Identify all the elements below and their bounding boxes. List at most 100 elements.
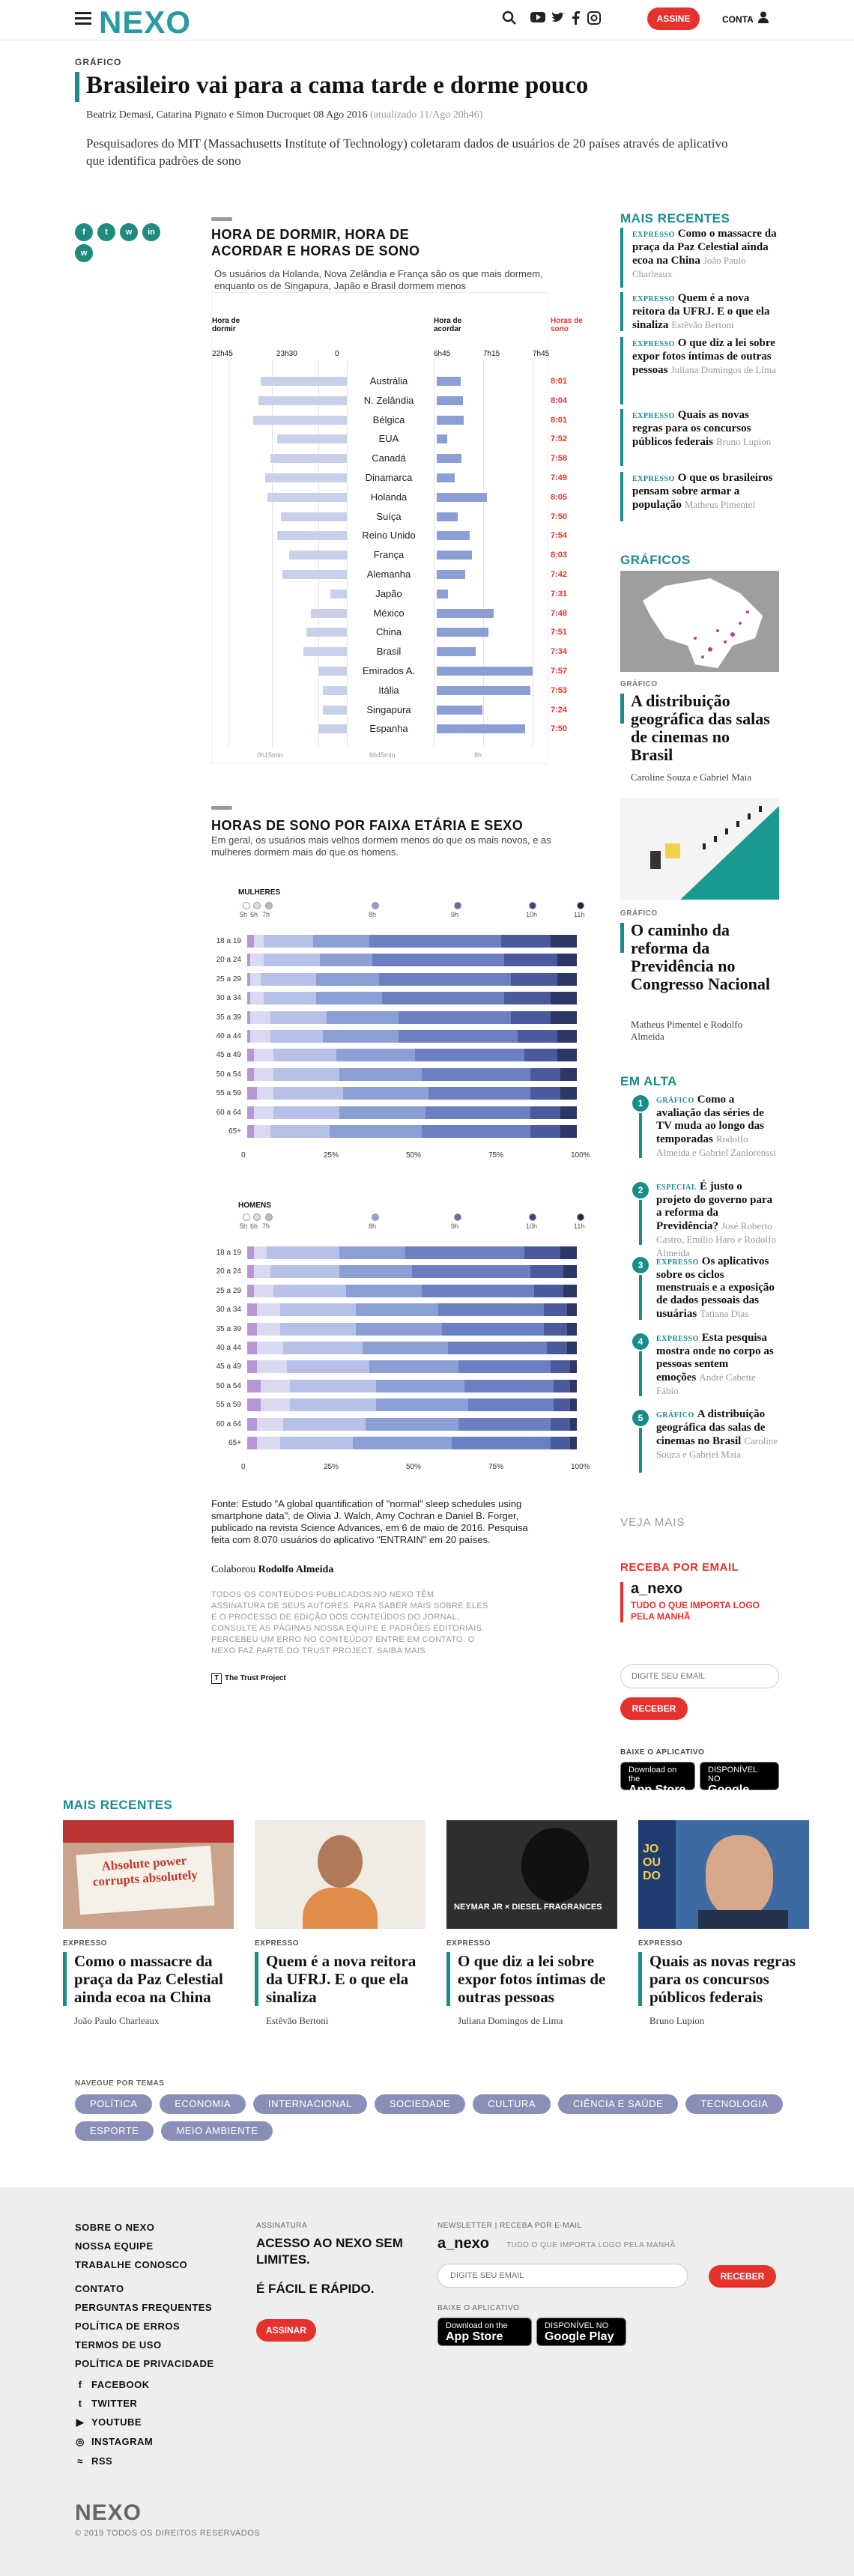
facebook-icon[interactable] bbox=[571, 11, 580, 25]
headline-accent bbox=[620, 694, 624, 724]
card-image[interactable]: NEYMAR JR × DIESEL FRAGRANCES bbox=[446, 1820, 617, 1929]
bedtime-bar bbox=[277, 434, 347, 444]
sleep-hours-label: 8:01 bbox=[551, 377, 568, 386]
app-store-button[interactable]: Download on the App Store bbox=[620, 1762, 695, 1796]
footer-link[interactable]: POLÍTICA DE PRIVACIDADE bbox=[75, 2358, 214, 2369]
stacked-bar bbox=[247, 1010, 577, 1024]
sidebar-recent-item[interactable]: EXPRESSO O que diz a lei sobre expor foto… bbox=[620, 337, 779, 404]
search-icon[interactable] bbox=[502, 10, 517, 25]
footer-link[interactable]: TERMOS DE USO bbox=[75, 2339, 162, 2351]
footer-logo[interactable]: NEXO bbox=[75, 2500, 142, 2525]
bar-segment bbox=[411, 1265, 531, 1279]
recent-card[interactable]: JO OU DO EXPRESSO Quais as novas regras pa… bbox=[638, 1820, 809, 2027]
card-image[interactable] bbox=[255, 1820, 426, 1929]
bar-segment bbox=[270, 1265, 340, 1279]
recent-card[interactable]: NEYMAR JR × DIESEL FRAGRANCES EXPRESSO O q… bbox=[446, 1820, 617, 2027]
hour-tick: 10h bbox=[526, 911, 538, 918]
topic-pill[interactable]: MEIO AMBIENTE bbox=[161, 2121, 273, 2141]
card-headline[interactable]: Quais as novas regras para os concursos … bbox=[649, 1952, 796, 2006]
recent-card[interactable]: Absolute power corrupts absolutely EXPRES… bbox=[63, 1820, 234, 2027]
sidebar-email-input[interactable] bbox=[620, 1664, 779, 1688]
footer-receive-button[interactable]: RECEBER bbox=[709, 2265, 776, 2288]
footer-social-link[interactable]: ◎ INSTAGRAM bbox=[75, 2436, 153, 2448]
site-logo[interactable]: NEXO bbox=[99, 4, 192, 40]
instagram-icon[interactable] bbox=[587, 11, 601, 25]
facebook-icon[interactable]: f bbox=[75, 223, 93, 241]
user-icon[interactable] bbox=[758, 11, 769, 23]
trending-item[interactable]: EXPRESSO Os aplicativos sobre os ciclos m… bbox=[656, 1255, 779, 1321]
recent-card[interactable]: EXPRESSO Quem é a nova reitora da UFRJ. E… bbox=[255, 1820, 426, 2027]
moon-icon bbox=[265, 902, 273, 909]
trending-item[interactable]: GRÁFICO Como a avaliação das séries de TV… bbox=[656, 1094, 779, 1160]
chart-marker bbox=[211, 217, 232, 221]
stacked-bar bbox=[247, 935, 577, 948]
topic-pill[interactable]: ECONOMIA bbox=[160, 2094, 246, 2114]
trending-item[interactable]: EXPRESSO Esta pesquisa mostra onde no cor… bbox=[656, 1332, 779, 1398]
sleep-hours-label: 7:54 bbox=[551, 531, 568, 541]
topic-pill[interactable]: ESPORTE bbox=[75, 2121, 154, 2141]
trending-item[interactable]: GRÁFICO A distribuição geográfica das sal… bbox=[656, 1408, 779, 1461]
footer-subscribe-button[interactable]: ASSINAR bbox=[256, 2319, 316, 2342]
app-store-button[interactable]: Download on the App Store bbox=[437, 2318, 532, 2346]
section-label[interactable]: GRÁFICO bbox=[75, 57, 122, 67]
footer-link[interactable]: CONTATO bbox=[75, 2283, 124, 2294]
country-label: Reino Unido bbox=[362, 530, 416, 542]
sidebar-recent-item[interactable]: EXPRESSO O que os brasileiros pensam sobr… bbox=[620, 472, 779, 521]
card-image[interactable]: JO OU DO bbox=[638, 1820, 809, 1929]
footer-link[interactable]: NOSSA EQUIPE bbox=[75, 2240, 154, 2252]
sidebar-recent-item[interactable]: EXPRESSO Quais as novas regras para os co… bbox=[620, 409, 779, 466]
card-headline[interactable]: Quem é a nova reitora da UFRJ. E o que e… bbox=[266, 1952, 417, 2006]
footer-social-link[interactable]: ▶ YOUTUBE bbox=[75, 2416, 153, 2428]
footer-social-link[interactable]: ≈ RSS bbox=[75, 2455, 153, 2467]
footer-link[interactable]: POLÍTICA DE ERROS bbox=[75, 2321, 181, 2332]
see-more-link[interactable]: VEJA MAIS bbox=[620, 1516, 685, 1529]
pension-reform-image[interactable] bbox=[620, 798, 779, 900]
whatsapp-icon[interactable]: w bbox=[120, 223, 138, 241]
graphic-headline[interactable]: A distribuição geográfica das salas de c… bbox=[631, 691, 770, 764]
card-image[interactable]: Absolute power corrupts absolutely bbox=[63, 1820, 234, 1929]
bar-segment bbox=[570, 1398, 577, 1412]
card-headline[interactable]: Como o massacre da praça da Paz Celestia… bbox=[74, 1952, 223, 2006]
footer-link[interactable]: PERGUNTAS FREQUENTES bbox=[75, 2302, 213, 2313]
topic-pill[interactable]: INTERNACIONAL bbox=[253, 2094, 368, 2114]
footer-social-link[interactable]: f FACEBOOK bbox=[75, 2379, 153, 2390]
wake-tick: 7h45 bbox=[533, 350, 550, 358]
country-label: China bbox=[376, 626, 402, 638]
graphic-headline[interactable]: O caminho da reforma da Previdência no C… bbox=[631, 921, 770, 993]
google-play-button[interactable]: DISPONÍVEL NO Google Play bbox=[536, 2318, 626, 2346]
headline-text: Como a avaliação das séries de TV muda a… bbox=[656, 1094, 764, 1145]
sleep-hours-label: 7:51 bbox=[551, 628, 568, 637]
sidebar-recent-item[interactable]: EXPRESSO Quem é a nova reitora da UFRJ. E… bbox=[620, 292, 779, 331]
trending-item[interactable]: ESPECIAL É justo o projeto do governo par… bbox=[656, 1181, 779, 1260]
topic-pill[interactable]: CIÊNCIA E SAÚDE bbox=[558, 2094, 679, 2114]
account-link[interactable]: CONTA bbox=[722, 14, 754, 25]
topic-pill[interactable]: SOCIEDADE bbox=[375, 2094, 466, 2114]
bedtime-bar bbox=[303, 647, 347, 657]
bar-segment bbox=[530, 1125, 560, 1138]
card-headline[interactable]: O que diz a lei sobre expor fotos íntima… bbox=[458, 1952, 606, 2006]
twitter-icon[interactable]: t bbox=[97, 223, 115, 241]
trust-project-logo[interactable]: T The Trust Project bbox=[211, 1673, 286, 1684]
menu-icon[interactable] bbox=[75, 12, 91, 25]
youtube-icon[interactable] bbox=[530, 12, 545, 24]
topic-pill[interactable]: CULTURA bbox=[473, 2094, 551, 2114]
sleep-hours-label: 8:05 bbox=[551, 492, 568, 502]
twitter-icon[interactable] bbox=[551, 12, 565, 24]
whatsapp-icon[interactable]: w bbox=[75, 244, 93, 262]
age-label: 30 a 34 bbox=[216, 1306, 241, 1315]
cinema-map-image[interactable] bbox=[620, 571, 779, 672]
topic-pill[interactable]: TECNOLOGIA bbox=[685, 2094, 784, 2114]
subscribe-button[interactable]: ASSINE bbox=[647, 7, 700, 30]
topic-pill[interactable]: POLÍTICA bbox=[75, 2094, 153, 2114]
sidebar-recent-item[interactable]: EXPRESSO Como o massacre da praça da Paz … bbox=[620, 228, 779, 288]
footer-link[interactable]: SOBRE O NEXO bbox=[75, 2222, 155, 2233]
linkedin-icon[interactable]: in bbox=[142, 223, 160, 241]
footer-email-input[interactable] bbox=[437, 2264, 688, 2288]
google-play-button[interactable]: DISPONÍVEL NO Google Play bbox=[700, 1762, 779, 1810]
age-label: 55 a 59 bbox=[216, 1089, 241, 1098]
author-name: André Cabette Fábio bbox=[656, 1372, 756, 1396]
footer-link[interactable]: TRABALHE CONOSCO bbox=[75, 2259, 188, 2270]
sidebar-receive-button[interactable]: RECEBER bbox=[620, 1697, 688, 1720]
footer-social-link[interactable]: t TWITTER bbox=[75, 2398, 153, 2409]
bar-segment bbox=[260, 1379, 291, 1392]
